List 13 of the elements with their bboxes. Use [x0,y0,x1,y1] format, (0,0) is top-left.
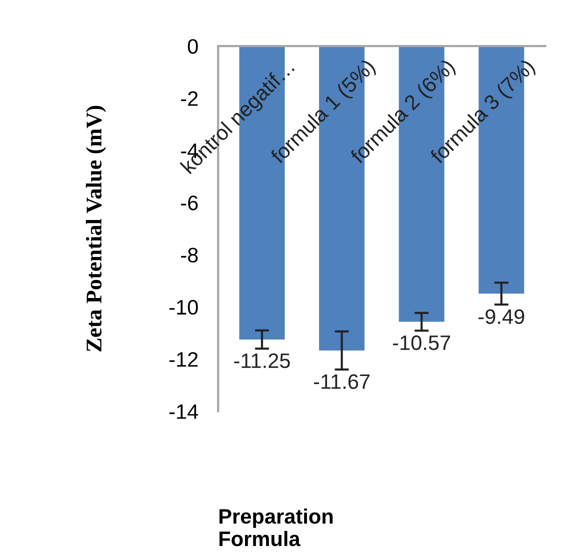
y-axis-title: Zeta Potential Value (mV) [86,106,106,352]
x-axis-title: Preparation Formula [220,508,333,546]
y-tick-label: 0 [188,39,198,54]
y-tick-label: -6 [181,196,198,210]
y-tick-label: -10 [169,300,198,315]
data-label: -11.25 [234,353,290,368]
y-tick-label: -14 [169,404,198,419]
data-label: -11.67 [314,374,370,389]
data-label: -9.49 [478,309,524,324]
data-label: -10.57 [392,335,450,350]
y-tick-label: -2 [181,91,198,106]
y-tick-label: -8 [181,248,198,262]
y-tick-label: -12 [169,352,198,367]
